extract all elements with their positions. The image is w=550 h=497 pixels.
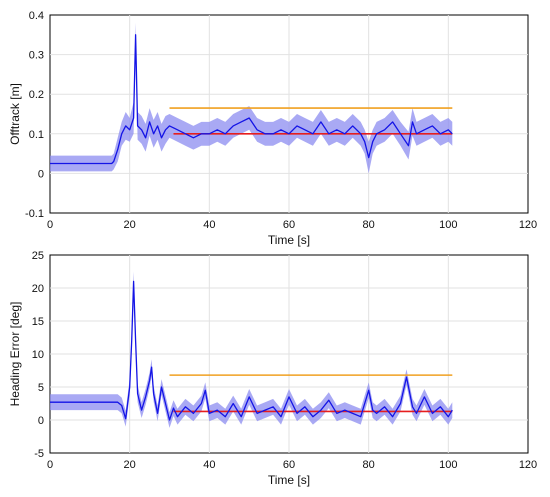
offtrack-xtick-label: 120 (519, 219, 537, 231)
heading-error-xtick-label: 20 (124, 459, 136, 471)
heading-error-ytick-label: 5 (38, 382, 44, 394)
heading-error-lines (50, 280, 453, 421)
heading-error-ytick-label: 25 (32, 250, 44, 262)
heading-error-ytick-label: 10 (32, 349, 44, 361)
heading-error-xtick-label: 0 (47, 459, 53, 471)
offtrack-xtick-label: 40 (203, 219, 215, 231)
offtrack-signal-line (50, 34, 453, 165)
offtrack-ytick-label: 0.3 (29, 50, 44, 62)
offtrack-subplot: 0 20 40 60 80 100 120-0.100.10.20.30.4 Time [s… (8, 10, 537, 247)
offtrack-ytick-label: -0.1 (25, 208, 44, 220)
heading-error-xtick-label: 40 (203, 459, 215, 471)
heading-error-band-area (50, 271, 453, 428)
heading-error-ytick-label: -5 (34, 448, 44, 460)
heading-error-xlabel: Time [s] (268, 473, 310, 487)
heading-error-xtick-label: 120 (519, 459, 537, 471)
heading-error-xtick-label: 80 (363, 459, 375, 471)
offtrack-xlabel: Time [s] (268, 233, 310, 247)
offtrack-xtick-label: 20 (124, 219, 136, 231)
heading-error-ytick-label: 20 (32, 283, 44, 295)
heading-error-xtick-label: 60 (283, 459, 295, 471)
offtrack-xtick-label: 80 (363, 219, 375, 231)
offtrack-xtick-label: 0 (47, 219, 53, 231)
offtrack-band-area (50, 22, 453, 174)
offtrack-xtick-label: 60 (283, 219, 295, 231)
heading-error-uncertainty-band (50, 271, 453, 428)
offtrack-ticks: 0 20 40 60 80 100 120-0.100.10.20.30.4 (25, 10, 537, 231)
heading-error-ytick-label: 0 (38, 415, 44, 427)
heading-error-xtick-label: 100 (439, 459, 457, 471)
heading-error-ytick-label: 15 (32, 316, 44, 328)
heading-error-ylabel: Heading Error [deg] (8, 302, 22, 407)
offtrack-ytick-label: 0.2 (29, 89, 44, 101)
offtrack-lines (50, 34, 453, 165)
offtrack-ylabel: Offtrack [m] (8, 83, 22, 145)
offtrack-xtick-label: 100 (439, 219, 457, 231)
offtrack-uncertainty-band (50, 22, 453, 174)
offtrack-ytick-label: 0.4 (29, 10, 44, 22)
heading-error-signal-line (50, 280, 453, 421)
offtrack-ytick-label: 0.1 (29, 129, 44, 141)
offtrack-ytick-label: 0 (38, 168, 44, 180)
